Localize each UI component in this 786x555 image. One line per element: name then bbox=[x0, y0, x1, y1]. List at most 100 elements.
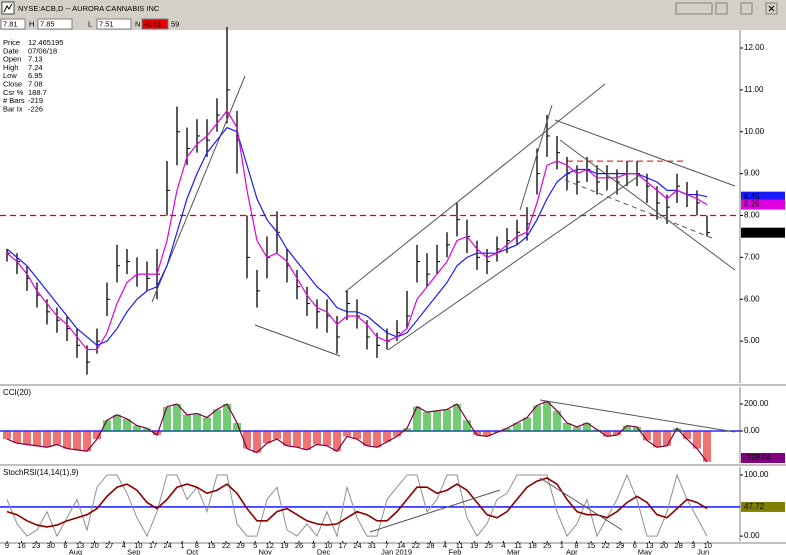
x-tick-label: 27 bbox=[105, 541, 113, 550]
cci-bar bbox=[683, 431, 691, 440]
cci-bar bbox=[43, 431, 51, 448]
month-label: Sep bbox=[127, 547, 140, 555]
cci-bar bbox=[483, 431, 491, 437]
cci-bar bbox=[583, 422, 591, 432]
value-box bbox=[741, 453, 785, 463]
quote-bar bbox=[0, 17, 786, 30]
cci-bar bbox=[33, 431, 41, 446]
x-tick-label: 26 bbox=[295, 541, 303, 550]
x-tick-label: 23 bbox=[32, 541, 40, 550]
x-tick-label: 10 bbox=[134, 541, 142, 550]
x-tick-label: 24 bbox=[353, 541, 361, 550]
x-tick-label: 10 bbox=[324, 541, 332, 550]
x-tick-label: 4 bbox=[501, 541, 505, 550]
quote-field bbox=[96, 18, 132, 30]
x-tick-label: 25 bbox=[485, 541, 493, 550]
y-tick-label: 6.00 bbox=[744, 294, 760, 303]
x-tick-label: 13 bbox=[76, 541, 84, 550]
quote-text: -0.41 bbox=[144, 19, 161, 28]
cci-bar bbox=[703, 431, 711, 462]
cci-bar bbox=[423, 412, 431, 432]
cci-bar bbox=[3, 431, 11, 440]
panel-title: StochRSI(14,14(1),9) bbox=[3, 468, 79, 477]
x-tick-label: 3 bbox=[312, 541, 316, 550]
x-tick-label: 11 bbox=[456, 541, 464, 550]
x-tick-label: 18 bbox=[528, 541, 536, 550]
cci-bar bbox=[503, 428, 511, 432]
y-tick-label: 8.00 bbox=[744, 211, 760, 220]
trend-line bbox=[559, 139, 736, 271]
x-tick-label: 9 bbox=[5, 541, 9, 550]
cci-bar bbox=[163, 406, 171, 432]
value-box bbox=[741, 191, 785, 202]
quote-field bbox=[37, 18, 73, 30]
value-box-label: 7.59 bbox=[744, 228, 760, 237]
panel-title: CCI(20) bbox=[3, 388, 31, 397]
info-value: 12.465195 bbox=[28, 38, 63, 47]
cci-bar bbox=[623, 425, 631, 432]
cci-bar bbox=[153, 431, 161, 436]
cci-bar bbox=[283, 431, 291, 446]
y-tick-label: 5.00 bbox=[744, 336, 760, 345]
cci-bar bbox=[383, 431, 391, 442]
cci-bar bbox=[653, 431, 661, 448]
cci-bar bbox=[13, 431, 21, 444]
cci-bar bbox=[553, 410, 561, 432]
series-line bbox=[6, 400, 708, 463]
cci-bar bbox=[463, 420, 471, 432]
minimize-button[interactable] bbox=[715, 2, 728, 15]
info-value: -226 bbox=[28, 104, 43, 113]
x-tick-label: 5 bbox=[253, 541, 257, 550]
cci-bar bbox=[103, 420, 111, 432]
month-label: May bbox=[638, 547, 652, 555]
x-tick-label: 6 bbox=[63, 541, 67, 550]
x-tick-label: 22 bbox=[222, 541, 230, 550]
x-tick-label: 31 bbox=[368, 541, 376, 550]
x-tick-label: 22 bbox=[412, 541, 420, 550]
cci-bar bbox=[403, 428, 411, 432]
cci-bar bbox=[433, 410, 441, 432]
quote-text: N bbox=[135, 19, 140, 28]
cci-bar bbox=[183, 414, 191, 432]
trend-line bbox=[554, 119, 736, 187]
close-glyph bbox=[768, 5, 775, 12]
cci-bar bbox=[253, 431, 261, 453]
info-label: High bbox=[3, 63, 18, 72]
cci-bar bbox=[93, 431, 101, 440]
cci-bar bbox=[393, 431, 401, 437]
series-line bbox=[6, 473, 708, 538]
x-tick-label: 11 bbox=[514, 541, 522, 550]
info-label: Close bbox=[3, 79, 22, 88]
cci-bar bbox=[663, 431, 671, 446]
cci-bar bbox=[673, 428, 681, 432]
cci-bar bbox=[443, 409, 451, 432]
y-tick-label: 0.00 bbox=[744, 426, 760, 435]
month-label: Jan 2019 bbox=[381, 547, 412, 555]
cci-bar bbox=[563, 422, 571, 432]
cci-bar bbox=[353, 431, 361, 440]
month-label: Oct bbox=[186, 547, 199, 555]
x-tick-label: 17 bbox=[339, 541, 347, 550]
y-tick-label: 12.00 bbox=[744, 43, 765, 52]
x-tick-label: 16 bbox=[17, 541, 25, 550]
toolbar-button[interactable] bbox=[675, 2, 713, 15]
maximize-button[interactable] bbox=[740, 2, 753, 15]
info-value: 6.95 bbox=[28, 71, 43, 80]
cci-bar bbox=[643, 431, 651, 441]
trend-line bbox=[344, 83, 606, 293]
cci-bar bbox=[293, 431, 301, 448]
cci-bar bbox=[303, 431, 311, 450]
cci-bar bbox=[343, 431, 351, 437]
x-tick-label: 30 bbox=[47, 541, 55, 550]
cci-bar bbox=[53, 431, 61, 445]
value-box bbox=[741, 199, 785, 210]
x-tick-label: 24 bbox=[163, 541, 171, 550]
month-label: Apr bbox=[566, 547, 578, 555]
cci-bar bbox=[263, 431, 271, 444]
cci-bar bbox=[23, 431, 31, 445]
y-tick-label: 11.00 bbox=[744, 85, 764, 94]
quote-field bbox=[141, 18, 169, 30]
info-label: Low bbox=[3, 71, 17, 80]
cci-bar bbox=[223, 404, 231, 432]
cci-bar bbox=[333, 431, 341, 452]
